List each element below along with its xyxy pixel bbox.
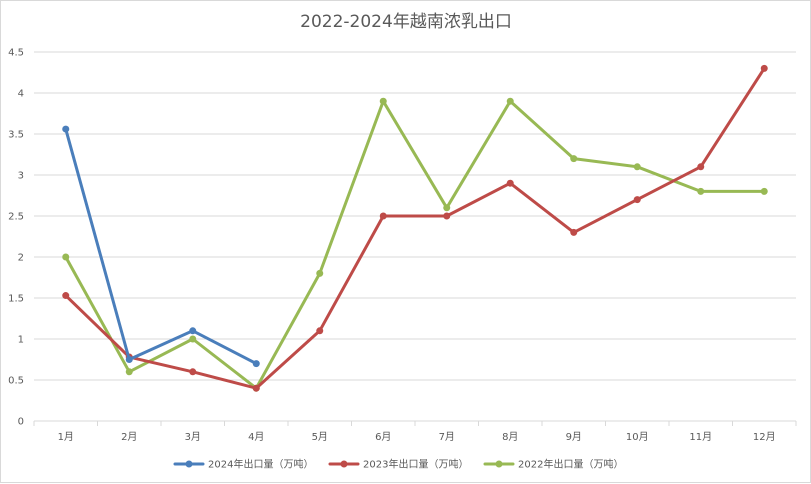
y-tick-label: 4 — [18, 89, 24, 100]
data-point — [697, 163, 705, 171]
y-tick-label: 0.5 — [8, 376, 24, 387]
legend-swatch-marker — [340, 460, 348, 468]
y-tick-label: 4.5 — [8, 48, 24, 59]
data-point — [62, 253, 70, 261]
x-tick-label: 2月 — [121, 431, 137, 443]
data-point — [570, 228, 578, 236]
y-tick-label: 2.5 — [8, 212, 24, 223]
x-tick-label: 6月 — [375, 431, 391, 443]
x-axis-ticks: 1月 2月 3月 4月 5月 6月 7月 8月 9月 10月 11月 12月 — [33, 421, 797, 443]
data-point — [506, 179, 514, 187]
series-line — [64, 99, 766, 390]
data-point — [633, 196, 641, 204]
legend-label: 2022年出口量（万吨） — [518, 458, 623, 471]
data-point — [443, 204, 451, 212]
x-tick-label: 3月 — [185, 431, 201, 443]
legend-label: 2024年出口量（万吨） — [208, 458, 313, 471]
x-tick-label: 9月 — [566, 431, 582, 443]
data-point — [252, 360, 260, 368]
y-tick-label: 3 — [18, 171, 24, 182]
data-point — [62, 125, 70, 133]
x-tick-label: 1月 — [58, 431, 74, 443]
legend-swatch-marker — [185, 460, 193, 468]
data-point — [760, 187, 768, 195]
y-tick-label: 2 — [18, 253, 24, 264]
y-tick-label: 1 — [18, 335, 24, 346]
x-tick-label: 12月 — [753, 431, 776, 443]
data-point — [760, 64, 768, 72]
legend-item: 2023年出口量（万吨） — [328, 458, 468, 471]
x-tick-label: 7月 — [439, 431, 455, 443]
data-point — [570, 155, 578, 163]
legend-item: 2024年出口量（万吨） — [173, 458, 313, 471]
x-tick-label: 5月 — [312, 431, 328, 443]
y-tick-label: 1.5 — [8, 294, 24, 305]
series-line — [64, 127, 258, 366]
y-tick-label: 0 — [18, 417, 24, 428]
legend: 2024年出口量（万吨） 2023年出口量（万吨） 2022年出口量（万吨） — [173, 458, 623, 471]
series-2 — [62, 97, 768, 392]
legend-swatch-marker — [495, 460, 503, 468]
data-point — [189, 335, 197, 343]
data-point — [62, 292, 70, 300]
data-point — [697, 187, 705, 195]
x-tick-label: 8月 — [502, 431, 518, 443]
data-point — [125, 356, 133, 363]
data-point — [633, 163, 641, 171]
legend-item: 2022年出口量（万吨） — [483, 458, 623, 471]
series-group — [62, 64, 768, 392]
data-point — [189, 327, 197, 335]
series-line — [64, 66, 766, 390]
data-point — [125, 368, 133, 376]
y-axis-ticks: 0 0.5 1 1.5 2 2.5 3 3.5 4 4.5 — [8, 48, 24, 428]
gridlines — [34, 51, 796, 422]
data-point — [189, 368, 197, 376]
chart-title: 2022-2024年越南浓乳出口 — [300, 12, 512, 32]
data-point — [506, 97, 514, 105]
y-tick-label: 3.5 — [8, 130, 24, 141]
data-point — [316, 269, 324, 277]
x-tick-label: 10月 — [626, 431, 649, 443]
data-point — [443, 212, 451, 220]
data-point — [252, 384, 260, 392]
data-point — [379, 97, 387, 105]
data-point — [316, 327, 324, 335]
data-point — [379, 212, 387, 220]
legend-label: 2023年出口量（万吨） — [363, 458, 468, 471]
x-tick-label: 4月 — [248, 431, 264, 443]
x-tick-label: 11月 — [689, 431, 712, 443]
series-0 — [62, 125, 260, 368]
